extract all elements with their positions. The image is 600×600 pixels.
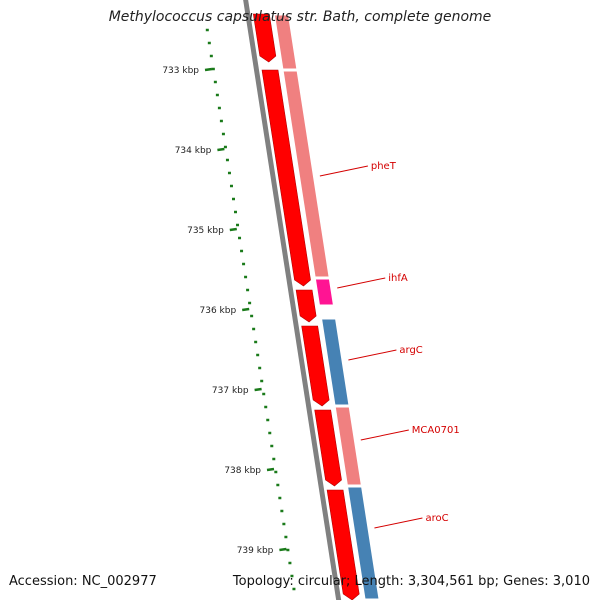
backbone-track <box>243 0 342 600</box>
cds-feature <box>295 289 317 323</box>
gene-feature <box>321 318 350 406</box>
gene-label-leader <box>348 349 397 361</box>
tick-mark <box>266 467 275 472</box>
gene-label: argC <box>399 345 422 356</box>
gene-label-leader <box>319 165 368 177</box>
accession-text: Accession: NC_002977 <box>9 574 157 589</box>
gene-label: MCA0701 <box>412 425 460 436</box>
gc-content-track <box>205 28 296 591</box>
tick-mark <box>242 307 250 312</box>
tick-label: 734 kbp <box>175 146 212 156</box>
gene-label-leader <box>337 277 386 289</box>
tick-track: 733 kbp 734 kbp 735 kbp 736 kbp 737 kbp 738 k… <box>162 66 287 556</box>
tick-label: 733 kbp <box>162 66 199 76</box>
gene-label: pheT <box>371 161 397 172</box>
gene-label-track: pheT ihfA argC MCA0701 aroC <box>319 161 460 529</box>
gene-label-leader <box>360 429 409 441</box>
cds-feature <box>326 489 360 600</box>
cds-feature <box>314 409 342 487</box>
gene-feature <box>314 278 335 306</box>
tick-mark <box>204 67 213 72</box>
gene-track <box>273 14 380 600</box>
tick-label: 738 kbp <box>224 466 261 476</box>
tick-label: 736 kbp <box>200 306 237 316</box>
tick-mark <box>217 147 225 152</box>
tick-mark <box>279 547 287 552</box>
tick-label: 737 kbp <box>212 386 249 396</box>
backbone-line <box>243 0 342 600</box>
cds-feature <box>301 325 330 407</box>
gene-label-leader <box>374 517 423 529</box>
gene-feature <box>347 486 380 600</box>
tick-mark <box>254 387 262 392</box>
gene-feature <box>334 406 362 486</box>
gene-label: ihfA <box>388 273 408 284</box>
genome-summary-text: Topology: circular; Length: 3,304,561 bp… <box>232 574 590 589</box>
tick-label: 735 kbp <box>187 226 224 236</box>
gene-label: aroC <box>425 513 448 524</box>
gene-feature <box>282 70 330 278</box>
gene-feature <box>273 14 298 70</box>
tick-mark <box>229 227 237 232</box>
tick-label: 739 kbp <box>237 546 274 556</box>
map-title: Methylococcus capsulatus str. Bath, comp… <box>108 9 492 25</box>
cds-feature <box>261 69 311 287</box>
cds-track <box>252 13 360 600</box>
cds-feature <box>252 13 277 63</box>
